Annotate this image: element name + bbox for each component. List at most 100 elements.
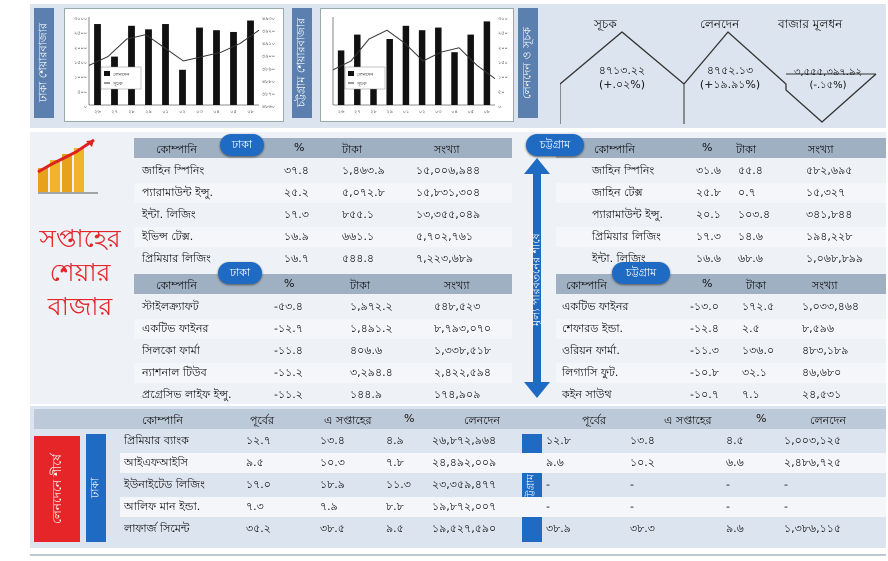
col-pct: % <box>284 277 295 290</box>
metric-index-heading: সূচক <box>594 17 617 31</box>
value-cell: -৫৩.৪ <box>274 300 303 313</box>
value-cell: ১৯,৫২৭,৫৯০ <box>432 522 497 535</box>
value-cell: ৯.৬ <box>726 522 744 535</box>
value-cell: ১,৩৩৮,৫১৮ <box>434 344 491 357</box>
bar <box>337 50 345 105</box>
x-tick: ০৮ <box>484 109 491 115</box>
value-cell: ৫,০৭২.৮ <box>342 186 385 199</box>
weekly-share-market-title: সপ্তাহের শেয়ার বাজার <box>30 222 130 324</box>
value-cell: ৩২.১ <box>742 366 767 379</box>
company-cell: প্রগ্রেসিভ লাইফ ইন্সু. <box>142 388 232 401</box>
turnover-dhaka-text: ঢাকা <box>88 477 102 499</box>
value-cell: ১,৯৭২.২ <box>350 300 393 313</box>
table-row: প্রগ্রেসিভ লাইফ ইন্সু. -১১.২ ১৪৪.৯ ১৭৪,৯০৯ <box>134 385 512 405</box>
value-cell: - <box>784 478 788 491</box>
table-row: জাহিন টেক্স ২৫.৮ ০.৭ ১৫,৩২৭ <box>556 183 886 203</box>
company-cell: একটিভ ফাইনর <box>562 300 629 313</box>
value-cell: ১৫,৮৩১,৩০৪ <box>416 186 481 199</box>
company-cell: আলিফ মান ইন্ডা. <box>124 500 201 513</box>
ctg-market-chart: ৩০০ ২৫০ ২০০ ১৫০ ১০০ ৫০ ০ ২৬ ২৭ ২৮ ২৯ ০১ ০২ ০৩ ০৪ ০৫ ০৮ লে… <box>320 8 514 122</box>
value-cell: ৩৮.৩ <box>630 522 655 535</box>
col-taka: টাকা <box>736 143 757 156</box>
y-tick-right: ৪৯০০ <box>262 54 275 60</box>
metric-turnover-number: ৪৭৫২.১৩ <box>706 64 754 77</box>
table-row: ইভিন্স টেক্স. ১৬.৯ ৬৬১.১ ৫,৭০২,৭৬১ <box>134 227 512 247</box>
table-row: প্যারামাউন্ট ইন্সু. ২০.১ ১০৩.৪ ৩৪১,৮৪৪ <box>556 205 886 225</box>
value-cell: - <box>630 500 634 513</box>
table-row: ওরিয়ন ফার্মা. -১১.৩ ১৩৬.০ ৪৮৩,১৮৯ <box>556 341 886 361</box>
y-tick-left: ১০০০ <box>74 75 87 81</box>
ctg-chart-svg: ৩০০ ২৫০ ২০০ ১৫০ ১০০ ৫০ ০ ২৬ ২৭ ২৮ ২৯ ০১ ০২ ০৩ ০৪ ০৫ ০৮ লে… <box>332 16 508 115</box>
value-cell: ১,৪৯১.২ <box>350 322 393 335</box>
value-cell: ৪৬,৬৮০ <box>802 366 842 379</box>
y-tick-left: ২০০০ <box>74 45 87 51</box>
turnover-header: কোম্পানি পূর্বের এ সপ্তাহের % লেনদেন পূর… <box>34 409 886 429</box>
bar <box>179 69 186 105</box>
metric-capital-value: ৩,৫৫৫,৩৯৭.৯২ (-.১৫%) <box>778 66 878 92</box>
value-cell: ২৫.৮ <box>696 186 721 199</box>
table-row: লিগ্যাসি ফুট. -১০.৮ ৩২.১ ৪৬,৬৮০ <box>556 363 886 383</box>
company-cell: প্রিমিয়ার লিজিং <box>592 230 661 243</box>
ctg-badge-2: চট্টগ্রাম <box>612 262 670 284</box>
value-cell: ১৭৪,৯০৯ <box>434 388 481 401</box>
y-tick-left: ৫০০ <box>77 89 87 95</box>
value-cell: ৩৫.২ <box>246 522 271 535</box>
x-tick: ০১ <box>403 109 410 115</box>
bar <box>162 24 169 105</box>
value-cell: ৩৮.৯ <box>546 522 571 535</box>
x-tick: ২৮ <box>128 109 135 115</box>
metric-turnover-change: (+১৯.৯১%) <box>699 78 761 91</box>
y-tick-left: ১৫০০ <box>74 60 87 66</box>
value-cell: ১২.৭ <box>246 434 271 447</box>
y-tick-right: ৪৮৮০ <box>262 79 275 85</box>
value-cell: ৮,৫৯৬ <box>802 322 835 335</box>
value-cell: - <box>630 478 634 491</box>
table-row: জাহিন স্পিনিং ৩১.৬ ৫৫.৪ ৫৮২,৬৯৫ <box>556 161 886 181</box>
company-cell: ওরিয়ন ফার্মা. <box>562 344 620 357</box>
value-cell: ৫,৭০২,৭৬১ <box>416 230 474 243</box>
growth-chart-icon <box>37 138 98 194</box>
value-cell: ১১.৩ <box>386 478 411 491</box>
losers-dhaka-header: কোম্পানি % টাকা সংখ্যা <box>134 274 512 294</box>
value-cell: -১১.৩ <box>690 344 719 357</box>
th-turnover-ctg: লেনদেন <box>810 414 846 427</box>
company-cell: ইভিন্স টেক্স. <box>142 230 194 243</box>
x-tick: ২৮ <box>370 109 377 115</box>
x-tick: ০২ <box>179 109 186 115</box>
value-cell: -১০.৭ <box>690 388 719 401</box>
index-line <box>332 29 496 80</box>
legend-turnover: লেনদেন <box>357 72 374 78</box>
table-row: প্রিমিয়ার লিজিং ১৭.৩ ১৪.৬ ১৯৪,২২৮ <box>556 227 886 247</box>
value-cell: ২,৪২২,৫৯৪ <box>434 366 492 379</box>
bar <box>467 34 474 105</box>
th-pct-ctg: % <box>756 412 767 425</box>
value-cell: ২৪,৪৯২,০০৯ <box>432 456 497 469</box>
value-cell: ১৭.৩ <box>696 230 721 243</box>
turnover-index-label: লেনদেন ও সূচক <box>518 8 538 118</box>
company-cell: জাহিন টেক্স <box>592 186 643 199</box>
x-tick: ০১ <box>162 109 169 115</box>
value-cell: ৪.৯ <box>386 434 404 447</box>
value-cell: ৯.৬ <box>546 456 564 469</box>
value-cell: ১৩.৪ <box>630 434 655 447</box>
value-cell: ১৪৪.৯ <box>350 388 383 401</box>
turnover-dhaka-label: ঢাকা <box>86 434 106 542</box>
value-cell: ৫৫.৪ <box>738 164 763 177</box>
y-tick-left: ২৫০০ <box>74 31 87 37</box>
value-cell: ৬.৬ <box>726 456 744 469</box>
value-cell: ১৯৪,২২৮ <box>806 230 853 243</box>
value-cell: ৬৬১.১ <box>342 230 375 243</box>
col-pct: % <box>294 141 305 154</box>
company-cell: লাফার্জ সিমেন্ট <box>124 522 190 535</box>
bar <box>483 21 491 105</box>
bar <box>370 78 377 105</box>
company-cell: ইন্টা. লিজিং <box>592 252 646 265</box>
price-change-top-label: মূল্য পরিবর্তনের শীর্ষে <box>529 233 543 327</box>
value-cell: ১০.৩ <box>320 456 345 469</box>
x-tick: ০৮ <box>247 109 254 115</box>
bar <box>402 25 410 105</box>
value-cell: ২০.১ <box>696 208 721 221</box>
company-cell: শেফারড ইন্ডা. <box>562 322 624 335</box>
col-taka: টাকা <box>350 279 371 292</box>
x-tick: ০৪ <box>451 109 458 115</box>
